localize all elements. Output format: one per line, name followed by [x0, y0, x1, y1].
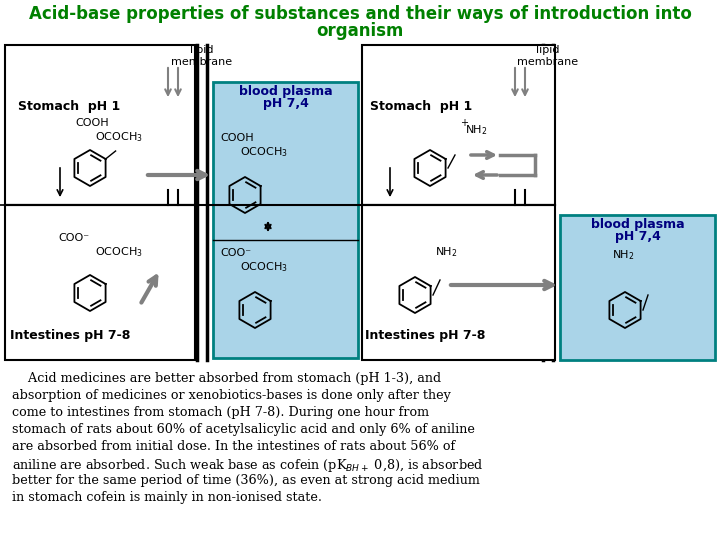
Text: absorption of medicines or xenobiotics-bases is done only after they: absorption of medicines or xenobiotics-b… — [12, 389, 451, 402]
Bar — [5, 205, 195, 360]
Text: stomach of rats about 60% of acetylsalicylic acid and only 6% of aniline: stomach of rats about 60% of acetylsalic… — [12, 423, 475, 436]
Text: OCOCH$_3$: OCOCH$_3$ — [95, 245, 143, 259]
Text: Intestines pH 7-8: Intestines pH 7-8 — [365, 329, 485, 342]
Bar — [362, 205, 555, 360]
Text: aniline are absorbed. Such weak base as cofein (pK$_{BH+}$ 0,8), is absorbed: aniline are absorbed. Such weak base as … — [12, 457, 483, 474]
Text: NH$_2$: NH$_2$ — [435, 245, 457, 259]
Text: OCOCH$_3$: OCOCH$_3$ — [95, 130, 143, 144]
Text: Stomach  pH 1: Stomach pH 1 — [370, 100, 472, 113]
Text: COOH: COOH — [75, 118, 109, 128]
Text: NH$_2$: NH$_2$ — [612, 248, 634, 262]
Text: NH$_2$: NH$_2$ — [465, 123, 487, 137]
Text: are absorbed from initial dose. In the intestines of rats about 56% of: are absorbed from initial dose. In the i… — [12, 440, 455, 453]
Text: Intestines pH 7-8: Intestines pH 7-8 — [10, 329, 130, 342]
Text: Acid medicines are better absorbed from stomach (pH 1-3), and: Acid medicines are better absorbed from … — [12, 372, 441, 385]
Text: blood plasma: blood plasma — [590, 218, 684, 231]
Text: pH 7,4: pH 7,4 — [615, 230, 660, 243]
Text: come to intestines from stomach (pH 7-8). During one hour from: come to intestines from stomach (pH 7-8)… — [12, 406, 429, 419]
Text: lipid
membrane: lipid membrane — [171, 45, 233, 66]
Text: COOH: COOH — [220, 133, 253, 143]
Text: COO⁻: COO⁻ — [58, 233, 89, 243]
Bar — [213, 82, 358, 358]
Text: pH 7,4: pH 7,4 — [263, 97, 308, 110]
Text: Stomach  pH 1: Stomach pH 1 — [18, 100, 120, 113]
Bar — [560, 215, 715, 360]
Text: blood plasma: blood plasma — [239, 85, 333, 98]
Text: OCOCH$_3$: OCOCH$_3$ — [240, 260, 288, 274]
Text: better for the same period of time (36%), as even at strong acid medium: better for the same period of time (36%)… — [12, 474, 480, 487]
Text: in stomach cofein is mainly in non-ionised state.: in stomach cofein is mainly in non-ionis… — [12, 491, 322, 504]
Text: +: + — [460, 118, 468, 128]
Text: lipid
membrane: lipid membrane — [518, 45, 579, 66]
Text: COO⁻: COO⁻ — [220, 248, 251, 258]
Bar — [362, 45, 555, 205]
Text: OCOCH$_3$: OCOCH$_3$ — [240, 145, 288, 159]
Text: Acid-base properties of substances and their ways of introduction into: Acid-base properties of substances and t… — [29, 5, 691, 23]
Text: organism: organism — [316, 22, 404, 40]
Bar — [5, 45, 195, 205]
